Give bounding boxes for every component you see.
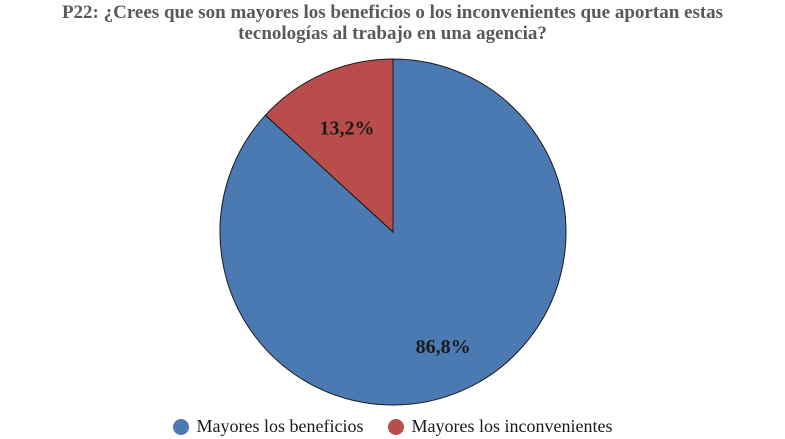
- chart-title: P22: ¿Crees que son mayores los benefici…: [0, 2, 785, 44]
- legend-swatch-beneficios: [172, 418, 189, 435]
- pie-slice-inconvenientes: [264, 58, 394, 234]
- chart-title-line-2: tecnologías al trabajo en una agencia?: [238, 23, 547, 44]
- legend-label-inconvenientes: Mayores los inconvenientes: [411, 416, 613, 436]
- legend: Mayores los beneficios Mayores los incon…: [0, 416, 785, 437]
- chart-title-line-1: P22: ¿Crees que son mayores los benefici…: [61, 2, 724, 23]
- legend-item-beneficios: Mayores los beneficios: [172, 416, 364, 437]
- data-label-beneficios: 86,8%: [416, 336, 471, 358]
- legend-swatch-inconvenientes: [387, 418, 404, 435]
- legend-item-inconvenientes: Mayores los inconvenientes: [387, 416, 613, 437]
- data-label-inconvenientes: 13,2%: [319, 117, 374, 139]
- legend-label-beneficios: Mayores los beneficios: [196, 416, 364, 436]
